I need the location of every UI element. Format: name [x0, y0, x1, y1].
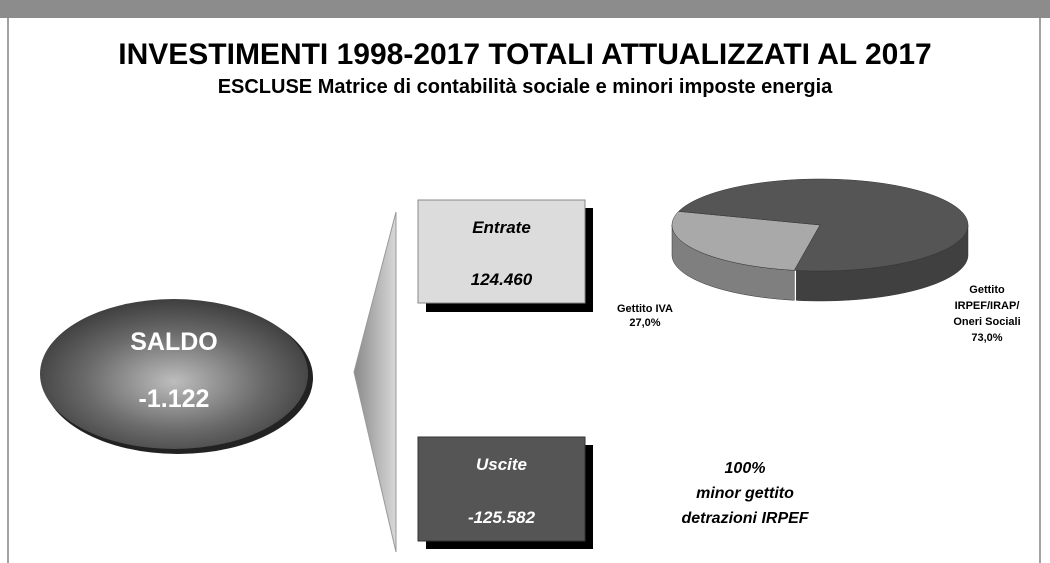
pie	[671, 178, 969, 302]
subtitle: ESCLUSE Matrice di contabilità sociale e…	[217, 76, 833, 98]
pie-label: Gettito IVA 27,0%	[590, 302, 700, 330]
saldo-label: SALDO	[130, 328, 218, 356]
pie-slice	[671, 211, 821, 271]
title: INVESTIMENTI 1998-2017 TOTALI ATTUALIZZA…	[118, 38, 932, 71]
uscite-label: Uscite	[475, 455, 528, 474]
entrate-box	[417, 199, 586, 304]
pie-label: Gettito IRPEF/IRAP/ Oneri Sociali 73,0%	[950, 282, 1024, 346]
wedge	[353, 211, 397, 553]
entrate-value: 124.460	[470, 270, 533, 289]
entrate-label: Entrate	[472, 218, 531, 237]
top-bar	[0, 0, 1050, 18]
note: 100% minor gettito detrazioni IRPEF	[645, 456, 845, 531]
pie-slice	[678, 178, 969, 272]
pie-category: Gettito IRPEF/IRAP/ Oneri Sociali	[953, 284, 1021, 328]
note-line: minor gettito	[696, 485, 794, 502]
uscite-box	[417, 436, 586, 542]
pie-category: Gettito IVA	[616, 303, 673, 315]
saldo-ellipse	[40, 299, 308, 449]
uscite-value: -125.582	[467, 508, 536, 527]
saldo-value: -1.122	[138, 385, 210, 413]
pie-value-label: 27,0%	[629, 317, 661, 329]
note-line: detrazioni IRPEF	[681, 510, 809, 527]
pie-value-label: 73,0%	[971, 332, 1003, 344]
note-line: 100%	[724, 460, 766, 477]
